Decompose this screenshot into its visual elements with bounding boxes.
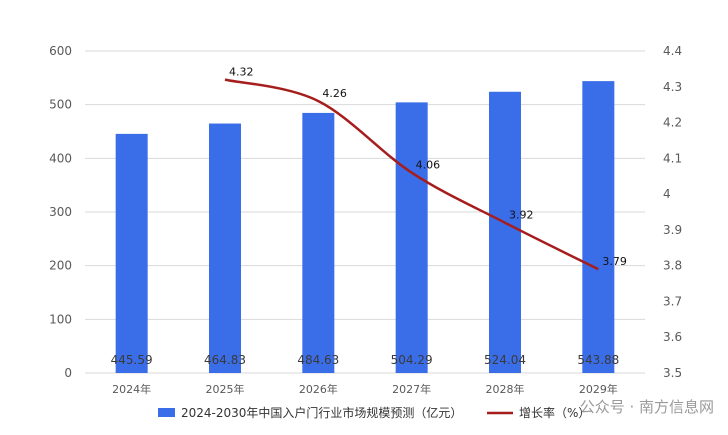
bar-data-label: 484.63 xyxy=(297,353,339,367)
bar-data-labels: 445.59 464.83 484.63 504.29 524.04 543.88 xyxy=(111,353,620,367)
bar-data-label: 524.04 xyxy=(484,353,526,367)
left-tick-label: 600 xyxy=(49,44,72,58)
bar xyxy=(115,133,148,373)
growth-rate-line xyxy=(224,78,599,271)
bar xyxy=(582,81,615,373)
bar-data-label: 445.59 xyxy=(111,353,153,367)
category-label: 2028年 xyxy=(486,382,525,396)
right-tick-label: 3.9 xyxy=(663,223,682,237)
right-tick-label: 4.3 xyxy=(663,80,682,94)
bar xyxy=(489,91,521,373)
right-tick-label: 4 xyxy=(663,187,671,201)
gridlines xyxy=(85,50,645,374)
line-data-labels: 4.32 4.26 4.06 3.92 3.79 xyxy=(229,66,627,269)
legend-label-line: 增长率（%） xyxy=(519,405,590,420)
legend-label-bar: 2024-2030年中国入户门行业市场规模预测（亿元） xyxy=(181,405,462,420)
category-label: 2027年 xyxy=(392,382,431,396)
left-tick-label: 0 xyxy=(64,366,72,380)
right-tick-label: 4.4 xyxy=(663,44,682,58)
line-data-label: 4.26 xyxy=(322,87,347,100)
bar-data-label: 464.83 xyxy=(204,353,246,367)
category-labels: 2024年 2025年 2026年 2027年 2028年 2029年 xyxy=(112,382,618,396)
right-tick-label: 3.6 xyxy=(663,330,682,344)
left-tick-label: 500 xyxy=(49,98,72,112)
legend: 2024-2030年中国入户门行业市场规模预测（亿元） 增长率（%） xyxy=(158,405,590,420)
category-label: 2026年 xyxy=(299,382,338,396)
right-tick-label: 4.2 xyxy=(663,116,682,130)
line-data-label: 3.92 xyxy=(509,209,534,222)
right-tick-label: 4.1 xyxy=(663,151,682,165)
watermark: 公众号 · 南方信息网 xyxy=(579,398,714,416)
bar-data-label: 543.88 xyxy=(577,353,619,367)
left-tick-label: 400 xyxy=(49,151,72,165)
line-series xyxy=(224,78,599,271)
right-tick-label: 3.5 xyxy=(663,366,682,380)
bar-data-label: 504.29 xyxy=(391,353,433,367)
bar-series xyxy=(115,81,615,374)
category-label: 2029年 xyxy=(579,382,618,396)
left-tick-label: 100 xyxy=(49,312,72,326)
bar xyxy=(395,102,428,373)
bar xyxy=(302,112,335,374)
bar xyxy=(209,123,241,374)
legend-swatch-bar xyxy=(158,408,175,417)
category-label: 2024年 xyxy=(112,382,151,396)
line-data-label: 3.79 xyxy=(602,255,627,268)
left-axis-ticks: 0 100 200 300 400 500 600 xyxy=(49,44,72,380)
right-tick-label: 3.8 xyxy=(663,259,682,273)
right-tick-label: 3.7 xyxy=(663,294,682,308)
line-data-label: 4.06 xyxy=(416,159,441,172)
category-label: 2025年 xyxy=(206,382,245,396)
left-tick-label: 300 xyxy=(49,205,72,219)
left-tick-label: 200 xyxy=(49,259,72,273)
line-data-label: 4.32 xyxy=(229,66,254,79)
right-axis-ticks: 3.5 3.6 3.7 3.8 3.9 4 4.1 4.2 4.3 4.4 xyxy=(663,44,682,380)
